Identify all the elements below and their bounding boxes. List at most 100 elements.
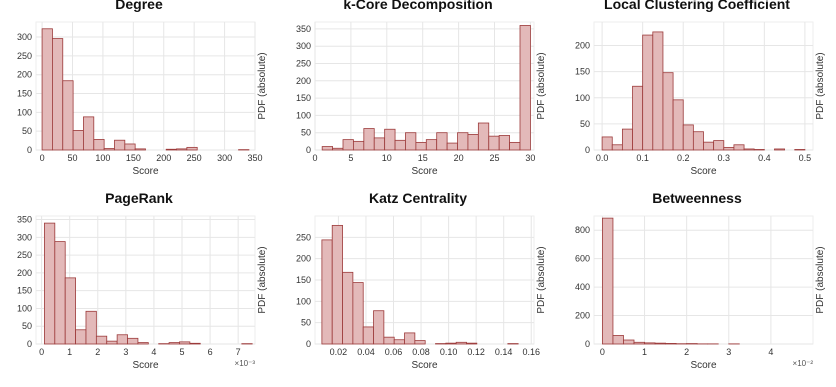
histogram-bar xyxy=(373,310,385,345)
x-tick-label: 200 xyxy=(156,153,171,163)
histogram-bar xyxy=(601,136,613,151)
chart-title: Katz Centrality xyxy=(368,190,468,206)
x-tick-label: 3 xyxy=(726,347,731,357)
x-tick-label: 0.12 xyxy=(467,347,485,357)
histogram-bar xyxy=(362,326,374,345)
y-tick-label: 150 xyxy=(17,89,32,99)
x-tick-label: 0 xyxy=(39,347,44,357)
chart-svg-katz: 0 50 100 150 200 250 0.02 0.04 0.06 0.08 0.10 0.12 0… xyxy=(296,215,547,371)
x-tick-label: 1 xyxy=(642,347,647,357)
y-tick-label: 50 xyxy=(301,318,311,328)
histogram-bar xyxy=(189,342,201,345)
x-tick-label: 2 xyxy=(684,347,689,357)
x-tick-label: 0.10 xyxy=(440,347,458,357)
y-tick-label: 200 xyxy=(296,76,311,86)
histogram-bar xyxy=(332,147,344,151)
histogram-bar xyxy=(52,38,64,151)
histogram-bar xyxy=(654,342,666,345)
histogram-bar xyxy=(363,128,375,151)
histogram-bar xyxy=(455,341,467,345)
y-axis-label: PDF (absolute) xyxy=(536,246,547,313)
histogram-bar xyxy=(353,140,365,151)
histogram-bar xyxy=(612,335,624,345)
x-tick-label: 0.3 xyxy=(718,153,731,163)
y-tick-label: 400 xyxy=(575,282,590,292)
histogram-bar xyxy=(342,139,354,151)
histogram-bar xyxy=(127,337,139,345)
histogram-bar xyxy=(733,144,745,151)
x-tick-label: 4 xyxy=(768,347,773,357)
plot-area xyxy=(593,21,814,151)
histogram-bar xyxy=(393,339,405,345)
histogram-bar xyxy=(665,343,677,345)
histogram-bar xyxy=(404,332,416,345)
y-tick-label: 150 xyxy=(575,67,590,77)
histogram-bar xyxy=(394,139,406,151)
y-tick-label: 0 xyxy=(306,339,311,349)
x-tick-label: 0 xyxy=(600,347,605,357)
y-tick-label: 100 xyxy=(296,110,311,120)
y-tick-label: 150 xyxy=(17,286,32,296)
x-tick-label: 0.08 xyxy=(412,347,430,357)
histogram-bar xyxy=(644,342,656,345)
x-tick-label: 0.02 xyxy=(330,347,348,357)
histogram-bar xyxy=(466,342,478,345)
histogram-bar xyxy=(75,329,87,345)
histogram-bar xyxy=(373,137,386,151)
histogram-bar xyxy=(41,28,53,151)
y-tick-label: 350 xyxy=(17,215,32,225)
x-tick-label: 150 xyxy=(126,153,141,163)
x-tick-label: 5 xyxy=(179,347,184,357)
histogram-bar xyxy=(713,140,725,151)
x-tick-label: 15 xyxy=(418,153,428,163)
histogram-bar xyxy=(85,310,97,345)
histogram-bar xyxy=(753,149,765,151)
histogram-bar xyxy=(623,339,635,345)
histogram-bar xyxy=(83,116,95,151)
histogram-bar xyxy=(633,341,645,345)
y-tick-label: 150 xyxy=(296,93,311,103)
histogram-bar xyxy=(723,146,735,151)
histogram-bar xyxy=(632,85,644,151)
panel-betweenness: Betweenness 0 200 400 600 800 0 1 2 3 4 Score PDF (… xyxy=(558,190,836,387)
plot-area xyxy=(314,21,535,151)
x-tick-label: 0.16 xyxy=(522,347,540,357)
x-tick-label: 0 xyxy=(40,153,45,163)
histogram-bar xyxy=(103,148,115,151)
y-tick-label: 300 xyxy=(17,32,32,42)
histogram-bar xyxy=(114,139,126,151)
plot-area xyxy=(593,215,814,345)
y-tick-label: 250 xyxy=(296,59,311,69)
x-tick-label: 0.14 xyxy=(495,347,513,357)
y-tick-label: 50 xyxy=(22,126,32,136)
y-axis-label: PDF (absolute) xyxy=(536,52,547,119)
x-tick-label: 20 xyxy=(454,153,464,163)
histogram-bar xyxy=(93,139,105,151)
histogram-bar xyxy=(72,130,84,151)
x-tick-label: 100 xyxy=(95,153,110,163)
histogram-bar xyxy=(186,146,198,151)
histogram-bar xyxy=(116,334,128,345)
x-tick-label: 50 xyxy=(67,153,77,163)
histogram-bar xyxy=(436,132,448,151)
x-tick-label: 350 xyxy=(247,153,262,163)
histogram-bar xyxy=(352,282,364,345)
chart-title: PageRank xyxy=(105,190,173,206)
x-tick-label: 300 xyxy=(217,153,232,163)
histogram-bar xyxy=(405,132,417,151)
x-tick-label: 0.06 xyxy=(385,347,403,357)
x-tick-label: 0.5 xyxy=(799,153,812,163)
panel-katz: Katz Centrality 0 50 100 150 200 250 0.02 0.04 0… xyxy=(279,190,557,387)
x-tick-label: 0.0 xyxy=(596,153,609,163)
histogram-bar xyxy=(415,141,427,151)
y-tick-label: 100 xyxy=(17,107,32,117)
histogram-bar xyxy=(342,271,354,345)
histogram-bar xyxy=(467,134,479,151)
histogram-bar xyxy=(124,143,136,151)
histogram-bar xyxy=(457,132,469,151)
histogram-bar xyxy=(179,341,191,345)
y-tick-label: 200 xyxy=(575,41,590,51)
panel-degree: Degree 0 50 100 150 200 250 300 0 50 100 150 200 250… xyxy=(0,0,278,193)
y-tick-label: 50 xyxy=(580,119,590,129)
histogram-bar xyxy=(44,222,56,345)
